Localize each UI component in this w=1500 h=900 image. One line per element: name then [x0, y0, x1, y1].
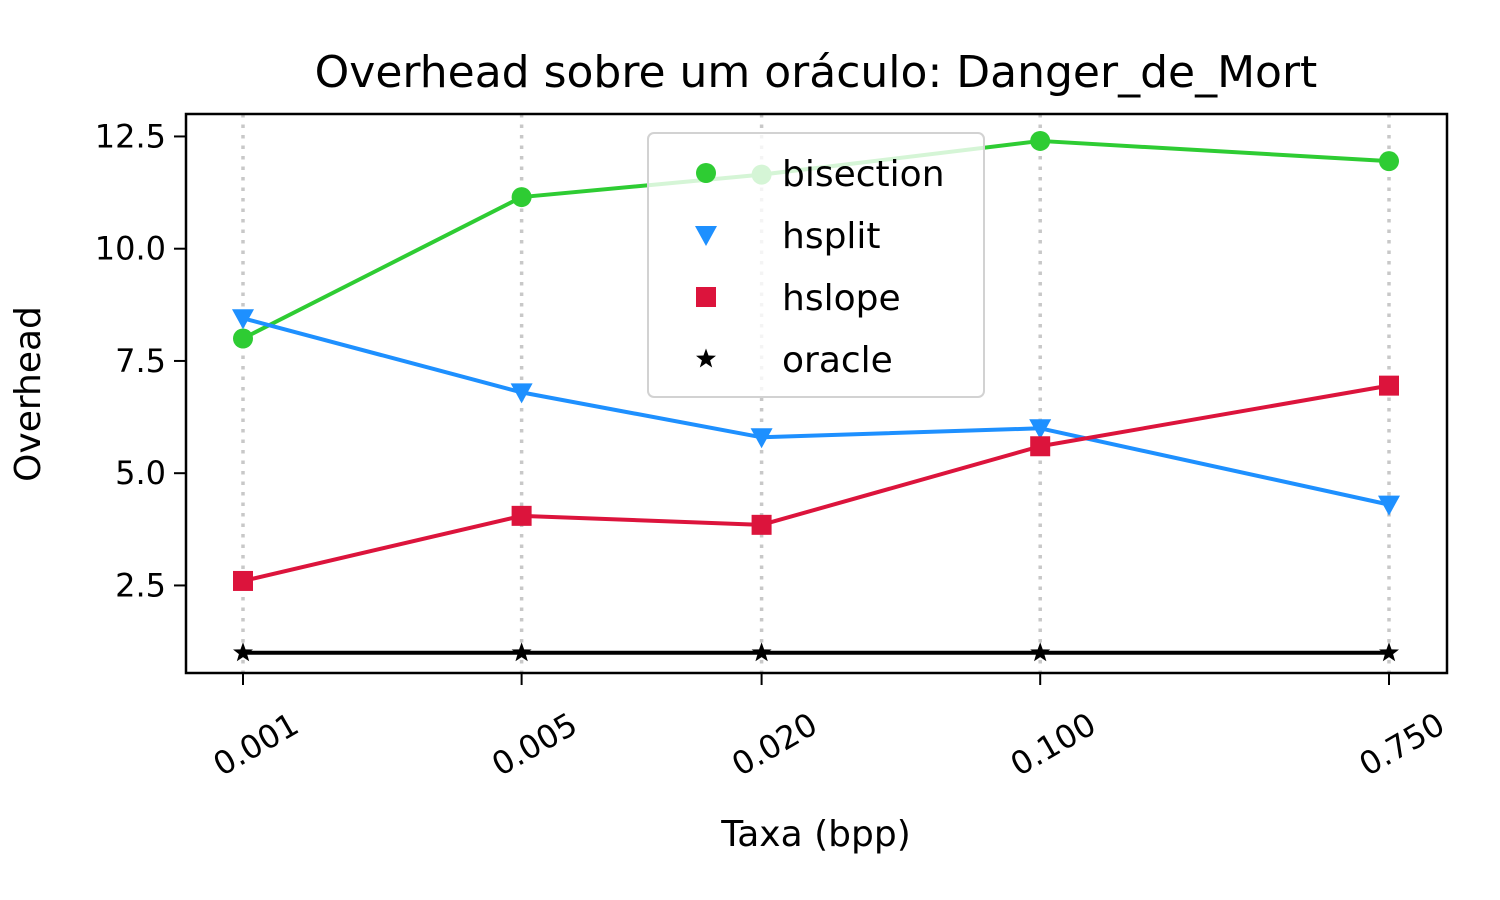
point-oracle-0: [233, 642, 253, 662]
point-oracle-4: [1379, 642, 1399, 662]
point-oracle-3: [1030, 642, 1051, 662]
y-tick-label-2: 7.5: [115, 342, 166, 380]
chart-title: Overhead sobre um oráculo: Danger_de_Mor…: [315, 47, 1318, 98]
legend-label-hslope: hslope: [782, 278, 901, 319]
point-hslope-2: [751, 514, 772, 535]
point-hslope-4: [1379, 375, 1399, 396]
legend-label-hsplit: hsplit: [782, 216, 881, 257]
legend-marker-hsplit: [695, 226, 717, 246]
legend-box: [647, 132, 985, 398]
series-hsplit: [232, 309, 1400, 516]
y-tick-label-0: 2.5: [115, 566, 166, 604]
x-tick-label-1: 0.005: [485, 705, 583, 784]
legend-label-oracle: oracle: [782, 340, 893, 381]
point-hsplit-0: [232, 309, 254, 330]
legend: bisection hsplit hslope oracle: [647, 132, 985, 398]
point-hslope-0: [233, 570, 253, 591]
point-hslope-3: [1030, 436, 1051, 457]
point-hsplit-3: [1029, 419, 1052, 440]
point-bisection-0: [233, 328, 253, 349]
series-hslope: [233, 375, 1399, 591]
y-tick-label-3: 10.0: [95, 230, 166, 268]
x-tick-label-4: 0.750: [1353, 705, 1451, 784]
x-tick-label-0: 0.001: [207, 705, 305, 784]
legend-label-bisection: bisection: [782, 154, 945, 195]
point-hsplit-1: [510, 383, 533, 404]
x-tick-label-3: 0.100: [1004, 705, 1102, 784]
series-line-hslope: [242, 383, 1390, 583]
point-bisection-4: [1379, 151, 1399, 172]
point-oracle-1: [511, 642, 532, 662]
point-hsplit-4: [1378, 495, 1400, 516]
legend-marker-hslope: [696, 287, 716, 307]
point-hsplit-2: [750, 428, 773, 449]
point-bisection-3: [1030, 130, 1051, 151]
plot-frame: [184, 112, 1449, 675]
legend-marker-bisection: [696, 163, 716, 183]
point-hslope-1: [511, 505, 532, 526]
y-axis: 2.5 5.0 7.5 10.0 12.5: [95, 117, 186, 604]
y-axis-label: Overhead: [8, 306, 49, 482]
series-oracle: [233, 642, 1399, 662]
x-axis-label: Taxa (bpp): [720, 814, 911, 855]
x-tick-label-2: 0.020: [725, 705, 823, 784]
point-oracle-2: [751, 642, 772, 662]
point-bisection-1: [511, 187, 532, 208]
y-tick-label-1: 5.0: [115, 454, 166, 492]
y-tick-label-4: 12.5: [95, 117, 166, 155]
legend-marker-oracle: [696, 348, 716, 368]
x-axis: 0.001 0.005 0.020 0.100 0.750: [207, 673, 1451, 784]
